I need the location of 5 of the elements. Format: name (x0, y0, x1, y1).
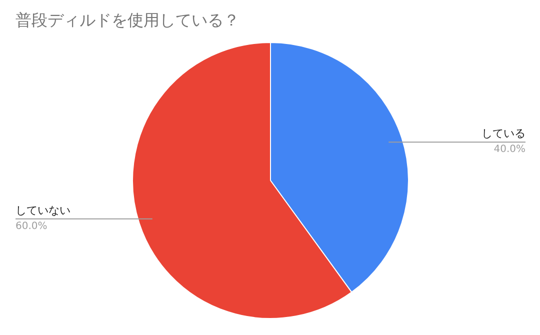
chart-title: 普段ディルドを使用している？ (16, 10, 240, 30)
slice-label: している (482, 127, 526, 140)
data-label: 60.0% (16, 220, 48, 232)
slice-label: していない (16, 204, 70, 217)
data-label: 40.0% (494, 144, 526, 156)
